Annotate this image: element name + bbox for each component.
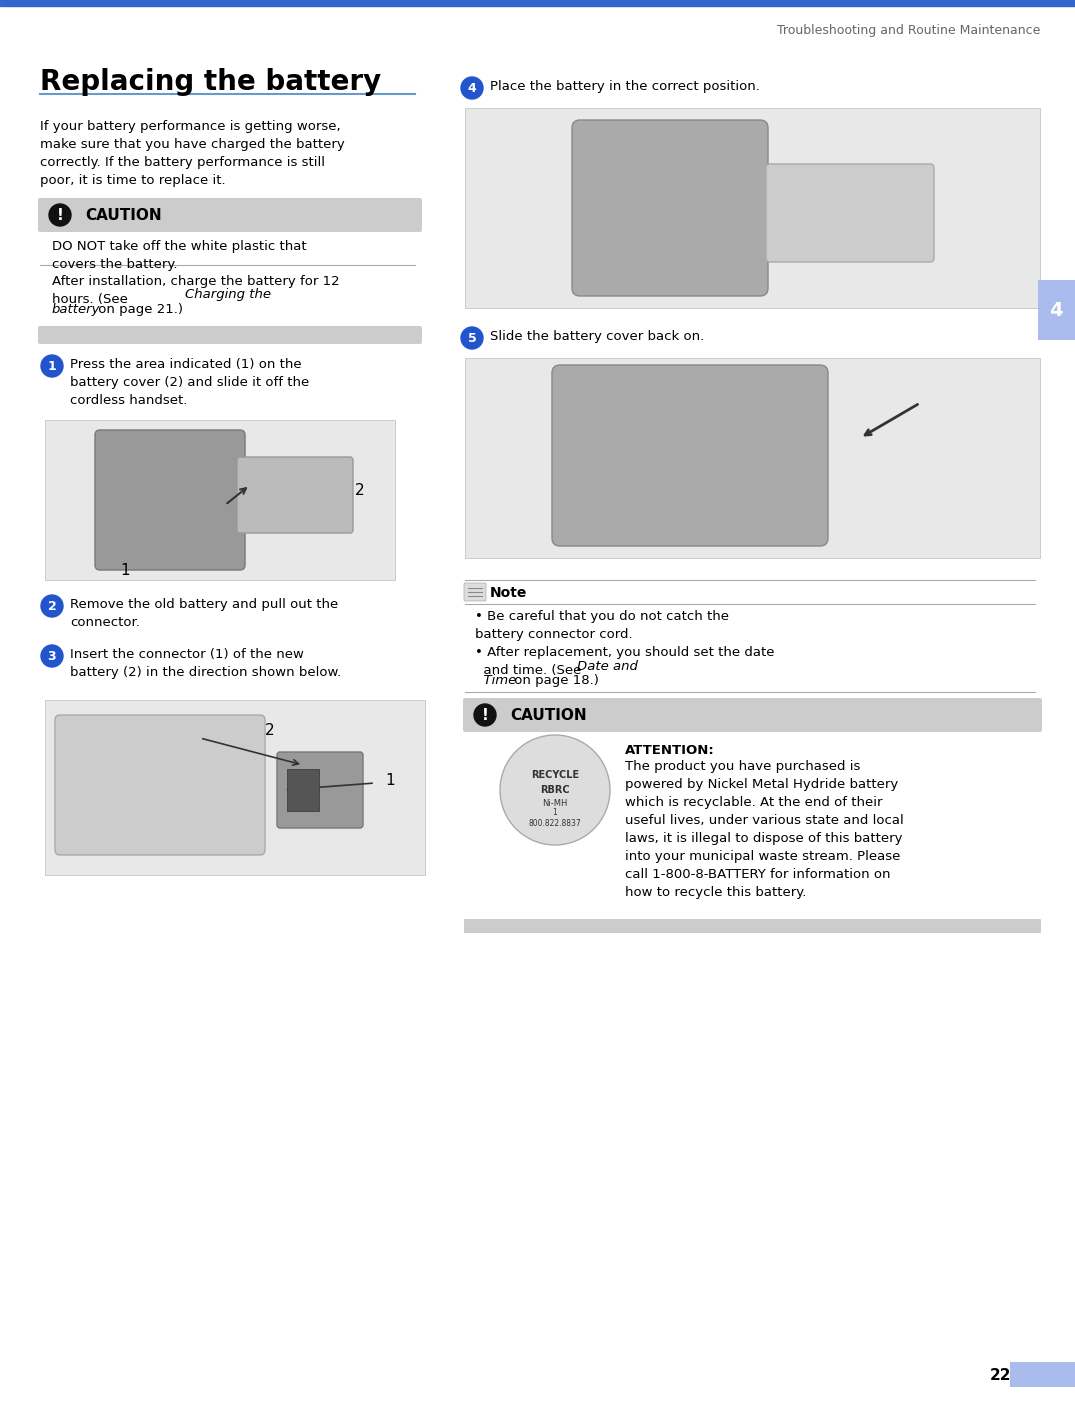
Text: Place the battery in the correct position.: Place the battery in the correct positio… (490, 80, 760, 92)
FancyBboxPatch shape (1010, 1362, 1075, 1387)
FancyBboxPatch shape (464, 583, 486, 601)
FancyBboxPatch shape (45, 700, 425, 876)
Text: If your battery performance is getting worse,
make sure that you have charged th: If your battery performance is getting w… (40, 120, 345, 186)
Text: 4: 4 (1049, 300, 1063, 319)
Circle shape (461, 326, 483, 349)
Text: 4: 4 (468, 81, 476, 94)
Text: Slide the battery cover back on.: Slide the battery cover back on. (490, 331, 704, 343)
Text: battery: battery (52, 303, 100, 317)
Text: !: ! (482, 708, 488, 723)
Text: Replacing the battery: Replacing the battery (40, 69, 382, 97)
Text: 1: 1 (120, 562, 130, 577)
Text: Press the area indicated (1) on the
battery cover (2) and slide it off the
cordl: Press the area indicated (1) on the batt… (70, 359, 310, 408)
Text: After installation, charge the battery for 12
hours. (See: After installation, charge the battery f… (52, 275, 340, 305)
Text: RBRC: RBRC (541, 785, 570, 794)
Circle shape (41, 595, 63, 616)
Text: !: ! (57, 207, 63, 223)
FancyBboxPatch shape (38, 326, 422, 345)
Text: 22: 22 (990, 1367, 1012, 1383)
FancyBboxPatch shape (287, 769, 319, 811)
Text: on page 21.): on page 21.) (94, 303, 183, 317)
Text: 2: 2 (47, 600, 56, 612)
Circle shape (461, 77, 483, 99)
Circle shape (474, 703, 496, 726)
Circle shape (41, 644, 63, 667)
Text: 5: 5 (468, 332, 476, 345)
FancyBboxPatch shape (551, 366, 828, 546)
FancyBboxPatch shape (465, 359, 1040, 558)
Text: Insert the connector (1) of the new
battery (2) in the direction shown below.: Insert the connector (1) of the new batt… (70, 649, 341, 679)
FancyBboxPatch shape (465, 108, 1040, 308)
Text: CAUTION: CAUTION (85, 207, 161, 223)
FancyBboxPatch shape (766, 164, 934, 262)
Circle shape (500, 736, 610, 845)
FancyBboxPatch shape (55, 715, 266, 855)
Text: • After replacement, you should set the date
  and time. (See: • After replacement, you should set the … (475, 646, 774, 677)
Text: 2: 2 (266, 723, 275, 737)
FancyBboxPatch shape (463, 698, 1042, 731)
Text: Note: Note (490, 586, 528, 600)
Text: ATTENTION:: ATTENTION: (625, 744, 715, 757)
FancyBboxPatch shape (572, 120, 768, 296)
FancyBboxPatch shape (277, 752, 363, 828)
FancyBboxPatch shape (95, 430, 245, 570)
Circle shape (41, 354, 63, 377)
Text: 1: 1 (385, 772, 395, 787)
Bar (0, 0, 1075, 6)
FancyBboxPatch shape (38, 198, 422, 233)
Text: • Be careful that you do not catch the
battery connector cord.: • Be careful that you do not catch the b… (475, 609, 729, 642)
FancyBboxPatch shape (45, 420, 395, 580)
Text: DO NOT take off the white plastic that
covers the battery.: DO NOT take off the white plastic that c… (52, 240, 306, 270)
Text: 3: 3 (47, 650, 56, 663)
Text: CAUTION: CAUTION (510, 708, 587, 723)
Text: 1
800.822.8837: 1 800.822.8837 (529, 808, 582, 828)
Text: Remove the old battery and pull out the
connector.: Remove the old battery and pull out the … (70, 598, 339, 629)
Text: Charging the: Charging the (185, 289, 271, 301)
Text: Time: Time (475, 674, 516, 686)
FancyBboxPatch shape (464, 919, 1041, 933)
FancyBboxPatch shape (236, 457, 353, 532)
Text: 1: 1 (47, 360, 56, 373)
Text: The product you have purchased is
powered by Nickel Metal Hydride battery
which : The product you have purchased is powere… (625, 759, 904, 899)
Text: on page 18.): on page 18.) (510, 674, 599, 686)
Text: Ni-MH: Ni-MH (542, 799, 568, 807)
FancyBboxPatch shape (1038, 280, 1075, 340)
Text: RECYCLE: RECYCLE (531, 771, 579, 780)
Text: Date and: Date and (577, 660, 637, 672)
Circle shape (49, 205, 71, 226)
Text: 2: 2 (355, 482, 364, 497)
Text: Troubleshooting and Routine Maintenance: Troubleshooting and Routine Maintenance (776, 24, 1040, 36)
